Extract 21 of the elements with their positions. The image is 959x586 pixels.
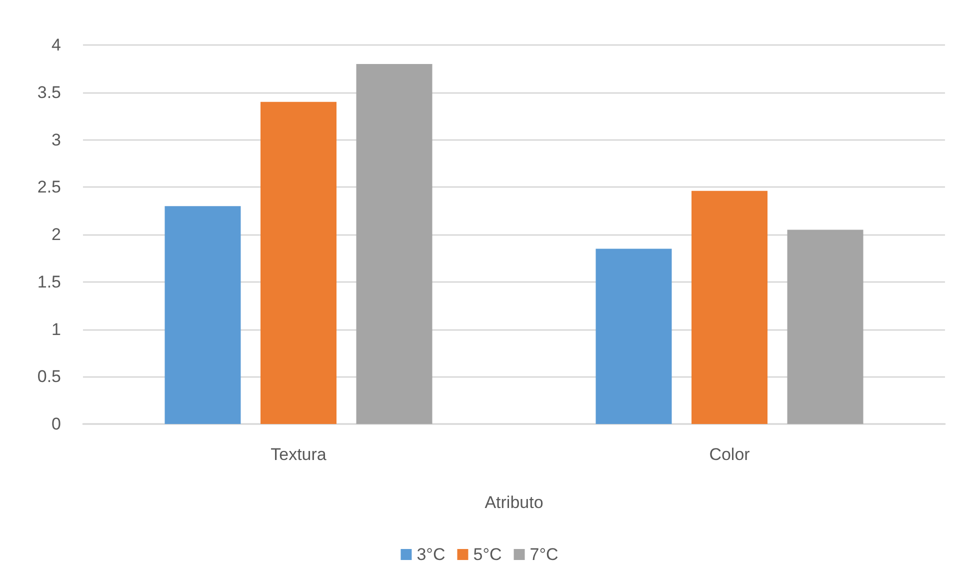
bar xyxy=(787,230,864,424)
bar xyxy=(596,248,672,424)
x-tick-label: Color xyxy=(709,445,750,464)
y-tick-label: 0.5 xyxy=(37,367,61,386)
bar xyxy=(356,64,432,424)
legend-label: 5°C xyxy=(473,545,502,564)
y-tick-label: 3 xyxy=(52,130,61,150)
legend-label: 7°C xyxy=(530,545,558,564)
x-axis-title: Atributo xyxy=(484,493,544,512)
y-tick-label: 1.5 xyxy=(37,272,61,292)
x-tick-label: Textura xyxy=(270,445,327,464)
bar xyxy=(164,206,241,424)
bar xyxy=(692,190,768,424)
y-tick-label: 0 xyxy=(52,414,61,434)
legend-label: 3°C xyxy=(416,545,446,564)
y-tick-label: 2.5 xyxy=(37,178,61,197)
y-tick-label: 3.5 xyxy=(37,82,61,102)
y-tick-label: 1 xyxy=(52,320,61,339)
bar xyxy=(260,102,336,424)
y-tick-label: 2 xyxy=(52,225,61,244)
y-tick-label: 4 xyxy=(52,36,61,54)
